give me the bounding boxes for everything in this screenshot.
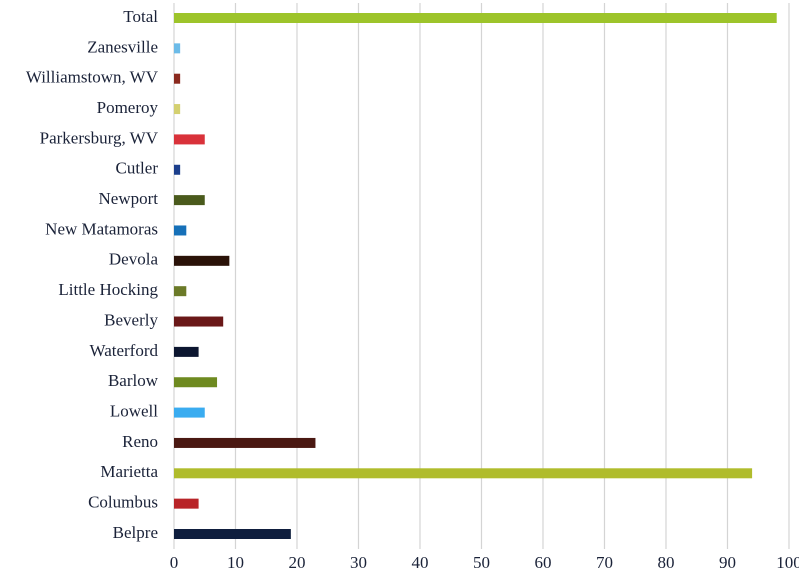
bar	[174, 13, 777, 23]
x-tick-label: 0	[170, 553, 179, 572]
bar	[174, 43, 181, 54]
bar	[174, 316, 224, 327]
y-tick-label: Zanesville	[87, 37, 158, 56]
y-tick-label: Waterford	[90, 341, 159, 360]
bar	[174, 255, 230, 266]
y-tick-label: Williamstown, WV	[26, 68, 159, 87]
bar	[174, 73, 181, 84]
bar	[174, 346, 199, 357]
y-tick-label: Cutler	[116, 159, 159, 178]
x-tick-label: 10	[227, 553, 244, 572]
y-tick-label: Lowell	[110, 401, 158, 420]
y-tick-label: Beverly	[104, 310, 158, 329]
bar	[174, 377, 218, 388]
y-tick-label: Newport	[99, 189, 159, 208]
x-tick-label: 60	[535, 553, 552, 572]
bar	[174, 164, 181, 175]
y-tick-label: New Matamoras	[45, 219, 158, 238]
bar	[174, 498, 199, 509]
bar	[174, 407, 205, 418]
bar	[174, 286, 187, 297]
bar	[174, 529, 291, 539]
y-tick-label: Parkersburg, WV	[40, 128, 159, 147]
x-tick-label: 70	[596, 553, 613, 572]
y-tick-label: Pomeroy	[97, 98, 159, 117]
y-tick-label: Barlow	[108, 371, 159, 390]
x-tick-label: 100	[776, 553, 799, 572]
bar	[174, 134, 205, 145]
x-tick-label: 90	[719, 553, 736, 572]
x-tick-label: 20	[289, 553, 306, 572]
y-tick-label: Columbus	[88, 493, 158, 512]
y-tick-label: Belpre	[113, 523, 158, 542]
bar	[174, 195, 205, 206]
y-tick-label: Little Hocking	[58, 280, 158, 299]
x-tick-label: 40	[412, 553, 429, 572]
bar	[174, 468, 753, 479]
y-tick-label: Reno	[122, 432, 158, 451]
x-tick-label: 80	[658, 553, 675, 572]
y-tick-label: Total	[123, 7, 158, 26]
x-tick-label: 50	[473, 553, 490, 572]
y-tick-label: Devola	[109, 250, 159, 269]
y-tick-label: Marietta	[100, 462, 158, 481]
bar	[174, 225, 187, 236]
x-tick-label: 30	[350, 553, 367, 572]
bar	[174, 104, 181, 115]
bar	[174, 437, 316, 448]
